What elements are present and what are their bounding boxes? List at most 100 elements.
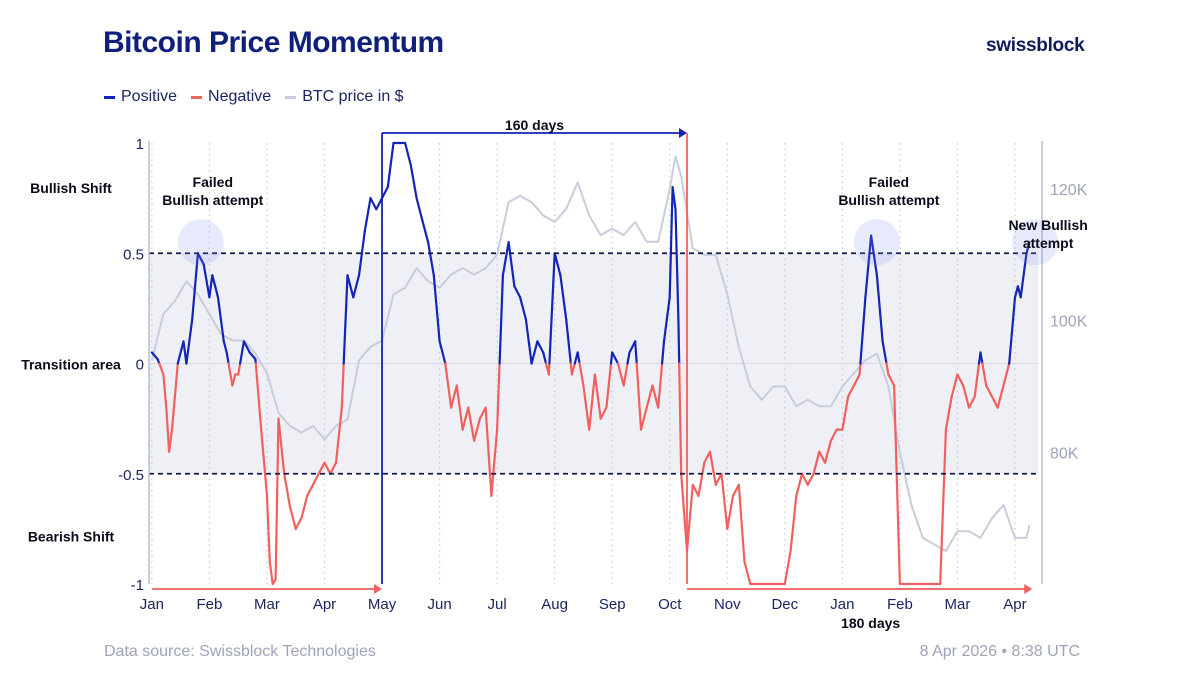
- momentum-segment-50: [352, 274, 361, 299]
- momentum-segment-180: [990, 395, 999, 409]
- x-tick-6: Jul: [488, 596, 507, 613]
- momentum-segment-99: [593, 373, 602, 420]
- momentum-segment-87: [547, 362, 551, 376]
- legend-label-positive: Positive: [121, 88, 178, 105]
- x-tick-2: Mar: [254, 596, 280, 613]
- momentum-segment-4: [165, 406, 171, 453]
- momentum-segment-17: [214, 285, 220, 299]
- span-label-1: 180 days: [841, 615, 900, 631]
- btc-price-layer: [150, 155, 1031, 553]
- momentum-segment-81: [518, 296, 528, 321]
- momentum-segment-5: [168, 428, 174, 453]
- highlight-label-1: Failed Bullish attempt: [838, 174, 939, 208]
- brand-logo: swissblock: [986, 35, 1085, 56]
- threshold-layer: [149, 252, 1038, 475]
- momentum-segment-37: [283, 472, 292, 508]
- momentum-segment-65: [438, 340, 447, 365]
- x-tick-3: Apr: [313, 596, 336, 613]
- momentum-segment-15: [208, 274, 214, 299]
- momentum-segment-39: [294, 516, 303, 531]
- momentum-segment-118: [671, 186, 677, 211]
- momentum-segment-80: [513, 285, 522, 299]
- momentum-segment-55: [380, 186, 389, 200]
- momentum-segment-160: [887, 373, 896, 387]
- highlight-circle-1: [853, 219, 900, 266]
- momentum-segment-179: [985, 384, 994, 398]
- momentum-segment-18: [216, 296, 222, 321]
- momentum-segment-21: [225, 351, 230, 365]
- momentum-segment-83: [530, 340, 539, 365]
- momentum-segment-82: [524, 318, 533, 365]
- momentum-segment-133: [743, 560, 752, 586]
- momentum-segment-60: [409, 164, 418, 200]
- momentum-segment-177: [979, 351, 984, 365]
- momentum-segment-45: [329, 461, 338, 475]
- momentum-segment-51: [357, 230, 366, 277]
- momentum-segment-122: [680, 472, 689, 553]
- momentum-segment-12: [191, 252, 199, 321]
- zone-label-0: Bullish Shift: [30, 180, 112, 196]
- momentum-segment-103: [611, 351, 620, 365]
- y-tick-left-3: -0.5: [118, 467, 144, 484]
- momentum-segment-77: [498, 274, 504, 365]
- momentum-segment-9: [176, 340, 185, 365]
- momentum-segment-74: [484, 406, 493, 497]
- momentum-segment-188: [1022, 252, 1028, 277]
- momentum-segment-97: [582, 384, 591, 431]
- momentum-segment-67: [444, 362, 453, 409]
- x-tick-12: Jan: [830, 596, 854, 613]
- momentum-segment-49: [346, 274, 355, 299]
- x-tick-15: Apr: [1003, 596, 1026, 613]
- momentum-segment-61: [415, 197, 424, 222]
- momentum-segment-30: [254, 362, 263, 431]
- momentum-segment-125: [697, 461, 706, 497]
- span-arrow-1: [1024, 584, 1033, 594]
- momentum-segment-91: [565, 318, 572, 365]
- y-tick-right-2: 80K: [1050, 445, 1079, 462]
- momentum-segment-153: [858, 362, 862, 376]
- momentum-segment-19: [219, 318, 225, 343]
- momentum-segment-155: [864, 234, 873, 299]
- momentum-segment-54: [375, 197, 384, 211]
- momentum-segment-43: [317, 461, 326, 475]
- span-arrow-2: [374, 584, 383, 594]
- data-source: Data source: Swissblock Technologies: [104, 643, 376, 660]
- momentum-segment-116: [662, 296, 671, 343]
- momentum-segment-140: [783, 549, 792, 586]
- x-tick-10: Nov: [714, 596, 741, 613]
- momentum-segment-44: [323, 461, 332, 475]
- highlight-label-2: New Bullish attempt: [1008, 217, 1087, 251]
- momentum-segment-28: [248, 351, 257, 361]
- momentum-segment-75: [490, 428, 499, 497]
- momentum-segment-115: [660, 340, 666, 365]
- momentum-segment-124: [691, 483, 700, 497]
- momentum-segment-105: [616, 362, 625, 387]
- legend-item-positive: Positive: [104, 88, 177, 106]
- momentum-segment-178: [981, 362, 988, 387]
- momentum-segment-107: [626, 351, 631, 365]
- momentum-segment-112: [645, 384, 654, 409]
- momentum-segment-63: [427, 241, 435, 277]
- momentum-segment-56: [386, 141, 395, 189]
- momentum-segment-158: [881, 340, 888, 365]
- span-label-0: 160 days: [505, 117, 564, 133]
- momentum-segment-145: [812, 450, 821, 475]
- highlight-label-line: Failed: [193, 174, 233, 190]
- momentum-segment-93: [570, 362, 576, 376]
- momentum-segment-171: [950, 373, 959, 398]
- x-tick-5: Jun: [427, 596, 451, 613]
- momentum-segment-52: [363, 197, 372, 233]
- momentum-segment-150: [841, 395, 850, 431]
- momentum-segment-142: [795, 472, 804, 497]
- momentum-segment-100: [599, 406, 608, 420]
- momentum-segment-59: [404, 141, 412, 167]
- momentum-segment-128: [714, 472, 723, 486]
- momentum-segment-98: [588, 373, 597, 431]
- highlight-circle-0: [177, 219, 224, 266]
- momentum-segment-16: [211, 274, 217, 288]
- momentum-segment-26: [239, 340, 245, 365]
- momentum-segment-175: [973, 362, 981, 398]
- momentum-segment-14: [202, 263, 211, 299]
- x-tick-1: Feb: [196, 596, 222, 613]
